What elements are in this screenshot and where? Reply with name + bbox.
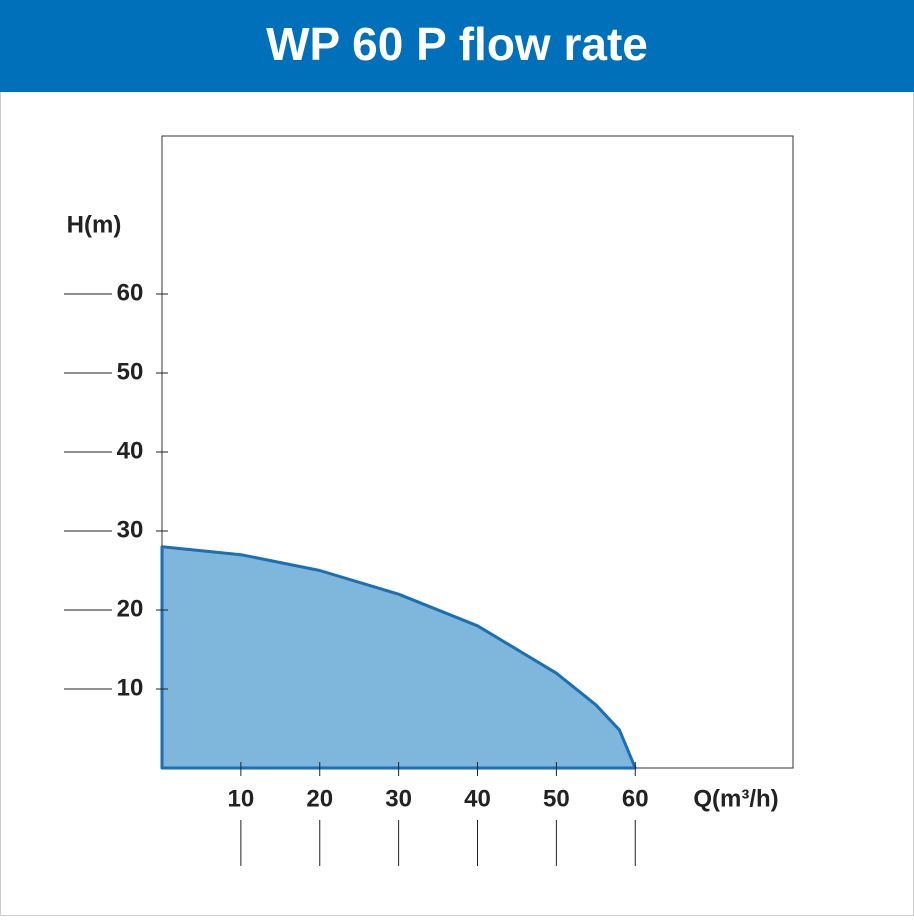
x-tick-label: 30 (385, 785, 412, 812)
x-tick-label: 40 (464, 785, 491, 812)
y-tick-label: 20 (117, 595, 144, 622)
header (0, 0, 914, 92)
x-tick-label: 20 (306, 785, 333, 812)
area (160, 545, 637, 770)
y-tick-label: 30 (117, 516, 144, 543)
x-tick-label: 50 (543, 785, 570, 812)
y-tick-label: 60 (117, 279, 144, 306)
x-tick-label: 10 (228, 785, 255, 812)
x-axis-label: Q(m³/h) (693, 785, 778, 812)
y-tick-label: 40 (117, 437, 144, 464)
y-tick-label: 50 (117, 358, 144, 385)
y-tick-label: 10 (117, 674, 144, 701)
chart-title: WP 60 P flow rate (266, 18, 648, 70)
y-axis-label: H(m) (67, 211, 122, 238)
x-tick-label: 60 (622, 785, 649, 812)
